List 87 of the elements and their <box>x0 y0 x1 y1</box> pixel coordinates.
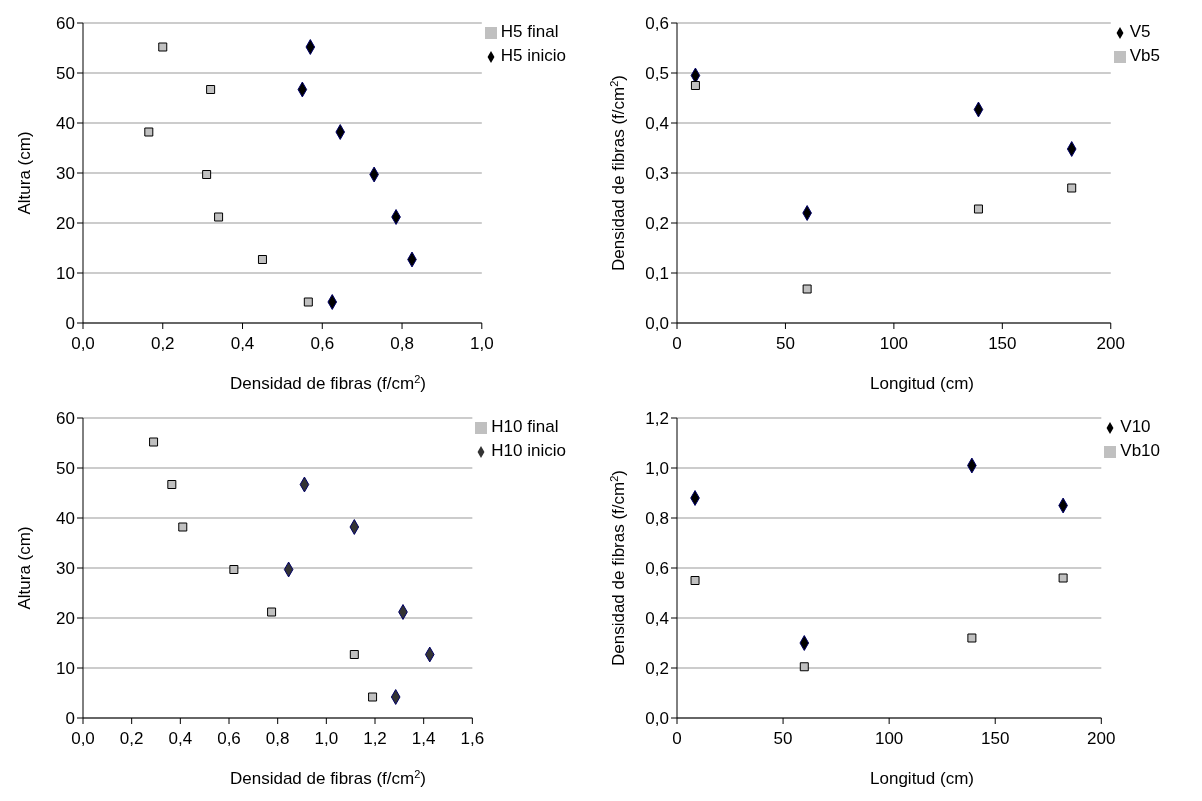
y-tick-label: 0,6 <box>645 559 669 579</box>
y-tick-label: 30 <box>56 559 75 579</box>
point <box>690 81 700 90</box>
x-tick-label: 200 <box>1087 729 1116 749</box>
point <box>303 297 313 307</box>
legend-label: H5 final <box>500 22 559 41</box>
point <box>144 127 154 137</box>
y-tick-label: 10 <box>56 659 75 679</box>
point <box>229 565 239 574</box>
point <box>1067 183 1077 193</box>
y-axis-title: Altura (cm) <box>15 131 34 215</box>
x-tick-label: 1,0 <box>314 729 339 749</box>
point <box>206 85 216 94</box>
y-tick-label: 0 <box>65 709 75 729</box>
x-tick-label: 1,4 <box>411 729 436 749</box>
y-tick-label: 0,6 <box>645 14 669 34</box>
y-tick-label: 0,0 <box>645 314 669 334</box>
legend-label: H10 final <box>491 417 559 436</box>
point <box>202 170 212 179</box>
point <box>214 212 224 222</box>
y-tick-label: 0,4 <box>645 609 669 629</box>
x-tick-label: 150 <box>981 729 1010 749</box>
x-tick-label: 0,2 <box>119 729 144 749</box>
x-tick-label: 1,2 <box>363 729 387 749</box>
x-tick-label: 50 <box>775 334 795 354</box>
y-tick-label: 20 <box>56 609 75 629</box>
point <box>967 633 977 643</box>
x-tick-label: 50 <box>773 729 793 749</box>
point <box>799 662 809 672</box>
y-axis-title: Altura (cm) <box>15 526 34 610</box>
point <box>973 204 983 214</box>
y-tick-label: 50 <box>56 459 75 479</box>
y-tick-label: 0,8 <box>645 509 669 529</box>
x-tick-label: 0,8 <box>265 729 290 749</box>
y-tick-label: 40 <box>56 509 75 529</box>
x-tick-label: 150 <box>988 334 1017 354</box>
x-axis-title: Densidad de fibras (f/cm$^{2}$) <box>229 768 427 788</box>
y-tick-label: 40 <box>56 114 75 134</box>
x-tick-label: 0,6 <box>217 729 241 749</box>
legend-label: Vb10 <box>1120 441 1160 460</box>
legend-label: H10 inicio <box>491 441 566 460</box>
y-tick-label: 1,0 <box>645 459 669 479</box>
y-tick-label: 20 <box>56 214 75 234</box>
x-axis-title: Longitud (cm) <box>870 769 974 788</box>
x-tick-label: 0,6 <box>310 334 335 354</box>
y-tick-label: 0,1 <box>645 264 669 284</box>
x-tick-label: 0 <box>672 729 682 749</box>
point <box>158 42 168 52</box>
point <box>257 255 267 264</box>
y-tick-label: 60 <box>56 409 75 429</box>
y-tick-label: 10 <box>56 264 75 284</box>
y-tick-label: 60 <box>56 14 75 34</box>
x-tick-label: 1,6 <box>460 729 485 749</box>
x-tick-label: 0,4 <box>168 729 193 749</box>
y-tick-label: 50 <box>56 64 75 84</box>
y-tick-label: 30 <box>56 164 75 184</box>
x-tick-label: 200 <box>1096 334 1125 354</box>
y-tick-label: 0,3 <box>645 164 669 184</box>
point <box>149 437 159 447</box>
legend-label: V5 <box>1129 22 1151 41</box>
x-tick-label: 1,0 <box>469 334 494 354</box>
x-tick-label: 100 <box>879 334 909 354</box>
point <box>368 692 378 702</box>
x-axis-title: Densidad de fibras (f/cm$^{2}$) <box>229 373 427 393</box>
y-tick-label: 0,4 <box>645 114 669 134</box>
legend-label: H5 inicio <box>500 46 566 65</box>
x-tick-label: 0,8 <box>390 334 414 354</box>
y-tick-label: 0 <box>65 314 75 334</box>
y-tick-label: 0,5 <box>645 64 669 84</box>
x-tick-label: 0,4 <box>230 334 255 354</box>
x-tick-label: 100 <box>874 729 904 749</box>
point <box>1058 573 1068 583</box>
x-tick-label: 0,2 <box>150 334 175 354</box>
point <box>178 522 188 532</box>
x-tick-label: 0 <box>672 334 682 354</box>
y-tick-label: 0,2 <box>645 214 669 234</box>
y-tick-label: 0,2 <box>645 659 669 679</box>
point <box>690 576 700 585</box>
point <box>167 480 177 489</box>
legend-label: V10 <box>1120 417 1151 436</box>
y-tick-label: 0,0 <box>645 709 669 729</box>
legend-label: Vb5 <box>1129 46 1160 65</box>
x-axis-title: Longitud (cm) <box>870 374 974 393</box>
point <box>349 650 359 659</box>
point <box>267 607 277 617</box>
point <box>802 284 812 294</box>
y-tick-label: 1,2 <box>645 409 669 429</box>
